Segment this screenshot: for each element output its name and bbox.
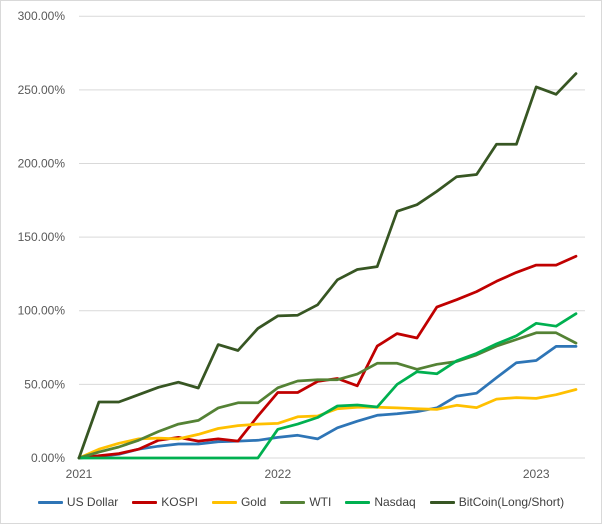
legend-item-gold: Gold <box>211 495 267 509</box>
legend-swatch-wti <box>280 500 306 504</box>
y-tick-label-0: 0.00% <box>31 451 65 465</box>
legend-swatch-nasdaq <box>345 500 371 504</box>
plot-area: 0.00% 50.00% 100.00% 150.00% 200.00% 250.00% 3… <box>18 9 585 481</box>
series-line-wti <box>77 331 578 460</box>
legend-item-nasdaq: Nasdaq <box>345 495 416 509</box>
legend-item-bitcoin-long-short: BitCoin(Long/Short) <box>429 495 565 509</box>
legend-swatch-bitcoin-long-short <box>429 500 455 504</box>
legend-item-kospi: KOSPI <box>132 495 198 509</box>
legend-item-us-dollar: US Dollar <box>37 495 119 509</box>
chart-legend: US Dollar KOSPI Gold WTI Nasdaq BitCoin(Long/… <box>1 487 601 517</box>
series-line-bitcoin-long-short <box>77 72 578 460</box>
y-tick-label-300: 300.00% <box>18 9 66 23</box>
x-tick-label-2022: 2022 <box>264 467 291 481</box>
legend-item-wti: WTI <box>280 495 331 509</box>
x-tick-label-2023: 2023 <box>523 467 550 481</box>
y-tick-label-150: 150.00% <box>18 230 66 244</box>
y-tick-label-50: 50.00% <box>24 377 65 391</box>
legend-swatch-gold <box>211 500 237 504</box>
y-tick-label-250: 250.00% <box>18 83 66 97</box>
legend-label-wti: WTI <box>309 495 332 509</box>
y-tick-label-100: 100.00% <box>18 304 66 318</box>
legend-label-gold: Gold <box>240 495 267 509</box>
legend-label-us-dollar: US Dollar <box>66 495 119 509</box>
legend-label-bitcoin-long-short: BitCoin(Long/Short) <box>458 495 565 509</box>
series-line-kospi <box>77 254 578 460</box>
legend-swatch-kospi <box>132 500 158 504</box>
legend-label-kospi: KOSPI <box>161 495 198 509</box>
y-tick-label-200: 200.00% <box>18 156 66 170</box>
series-line-nasdaq <box>77 312 578 460</box>
legend-swatch-us-dollar <box>37 500 63 504</box>
legend-label-nasdaq: Nasdaq <box>374 495 416 509</box>
x-tick-label-2021: 2021 <box>66 467 93 481</box>
series-line-us-dollar <box>77 345 578 460</box>
